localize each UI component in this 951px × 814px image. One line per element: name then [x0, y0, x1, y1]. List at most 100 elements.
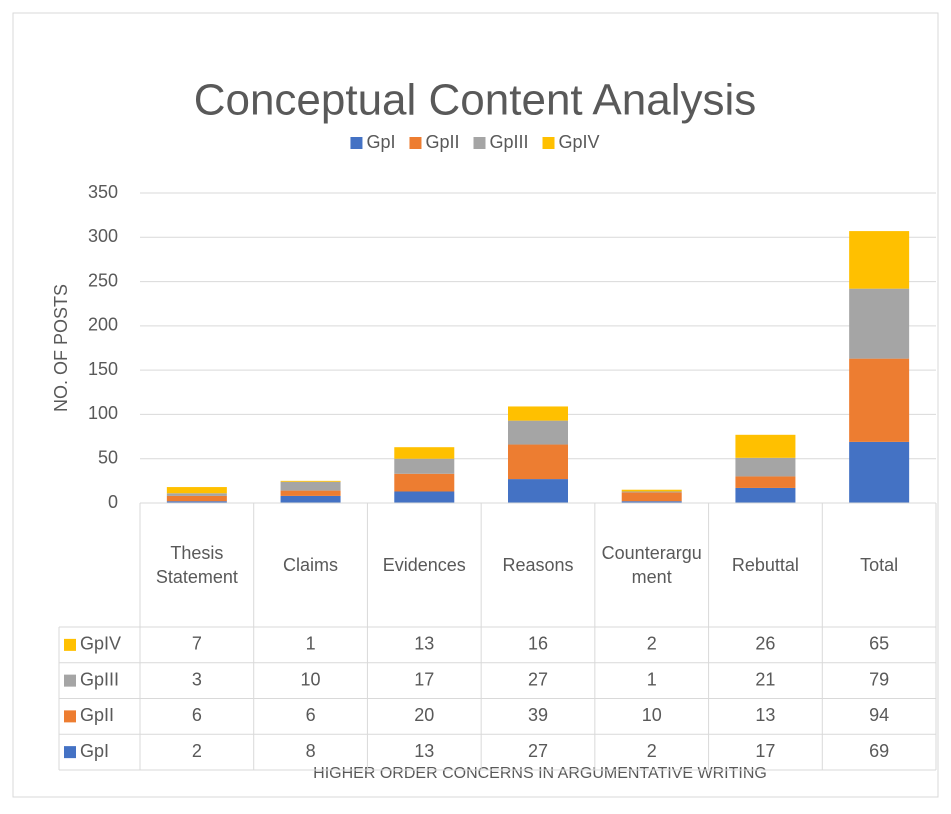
- legend-label: GpI: [366, 132, 395, 152]
- x-tick-label: Reasons: [502, 554, 574, 575]
- x-tick-label: Thesis Statement: [155, 542, 238, 587]
- table-value: 21: [755, 669, 775, 689]
- legend-swatch: [473, 137, 486, 149]
- table-value: 27: [528, 669, 548, 689]
- legend: GpI GpII GpIII GpIV: [350, 132, 600, 152]
- category-cell: Rebuttal: [731, 554, 799, 575]
- x-tick-label: Total: [860, 554, 899, 575]
- bar-segment: [508, 420, 568, 445]
- bar-segment: [280, 490, 341, 496]
- y-tick-label: 100: [88, 403, 118, 423]
- table-legend-swatch: [64, 638, 76, 651]
- y-axis-title: NO. OF POSTS: [51, 284, 71, 412]
- table-value: 13: [414, 634, 434, 654]
- table-value: 26: [755, 634, 775, 654]
- x-tick-label: Claims: [283, 554, 339, 575]
- x-axis-title: HIGHER ORDER CONCERNS IN ARGUMENTATIVE W…: [313, 765, 767, 782]
- category-cell: Thesis Statement: [155, 542, 238, 587]
- bar-segment: [508, 479, 568, 503]
- bar-segment: [849, 288, 910, 359]
- category-cell: Evidences: [382, 554, 466, 575]
- y-tick-label: 0: [108, 492, 118, 512]
- table-value: 6: [192, 705, 202, 725]
- table-series-label: GpI: [80, 741, 109, 761]
- table-value: 16: [528, 634, 548, 654]
- x-tick-label: Evidences: [382, 554, 466, 575]
- table-value: 13: [755, 705, 775, 725]
- table-value: 7: [192, 634, 202, 654]
- bar-segment: [849, 231, 910, 289]
- legend-label: GpIV: [559, 132, 600, 152]
- table-value: 3: [192, 669, 202, 689]
- table-value: 1: [647, 669, 657, 689]
- bar-segment: [394, 491, 455, 503]
- legend-swatch: [542, 137, 555, 149]
- table-value: 2: [647, 634, 657, 654]
- table-value: 27: [528, 741, 548, 761]
- table-value: 79: [869, 669, 889, 689]
- bar-segment: [394, 447, 455, 459]
- legend-swatch: [350, 137, 363, 149]
- table-value: 17: [755, 741, 775, 761]
- bar-segment: [166, 487, 227, 494]
- bar-segment: [849, 441, 910, 503]
- bar-segment: [280, 480, 341, 482]
- bar-segment: [735, 487, 796, 503]
- y-tick-label: 350: [88, 182, 118, 202]
- table-legend-swatch: [64, 710, 76, 723]
- table-value: 2: [647, 741, 657, 761]
- table-value: 94: [869, 705, 889, 725]
- table-value: 6: [306, 705, 316, 725]
- category-cell: Reasons: [502, 554, 574, 575]
- table-legend-swatch: [64, 674, 76, 687]
- table-legend-swatch: [64, 746, 76, 759]
- bar-segment: [508, 406, 568, 421]
- legend-swatch: [409, 137, 422, 149]
- table-series-label: GpII: [80, 705, 114, 725]
- x-tick-label: Counterargument: [601, 542, 702, 587]
- bar-segment: [849, 358, 910, 442]
- table-value: 65: [869, 634, 889, 654]
- bar-segment: [621, 491, 682, 493]
- chart-title: Conceptual Content Analysis: [194, 76, 757, 125]
- table-value: 8: [306, 741, 316, 761]
- bar-segment: [508, 444, 568, 480]
- y-tick-label: 50: [98, 447, 118, 467]
- chart-border: [12, 12, 939, 798]
- y-tick-label: 300: [88, 226, 118, 246]
- table-value: 13: [414, 741, 434, 761]
- table-value: 10: [642, 705, 662, 725]
- bar-segment: [621, 489, 682, 492]
- y-tick-label: 150: [88, 359, 118, 379]
- x-tick-label: Rebuttal: [731, 554, 799, 575]
- table-series-label: GpIV: [80, 634, 121, 654]
- legend-label: GpII: [425, 132, 459, 152]
- bar-segment: [394, 473, 455, 492]
- bar-segment: [394, 458, 455, 474]
- bar-segment: [621, 492, 682, 502]
- table-value: 69: [869, 741, 889, 761]
- category-cell: Counterargument: [601, 542, 702, 587]
- table-value: 39: [528, 705, 548, 725]
- bar-segment: [621, 501, 682, 503]
- table-value: 1: [306, 634, 316, 654]
- bar-segment: [735, 457, 796, 477]
- table-value: 2: [192, 741, 202, 761]
- y-tick-label: 200: [88, 315, 118, 335]
- bar-segment: [735, 434, 796, 458]
- bar-segment: [166, 495, 227, 502]
- table-series-label: GpIII: [80, 669, 119, 689]
- legend-label: GpIII: [489, 132, 528, 152]
- category-cell: Claims: [283, 554, 339, 575]
- table-value: 17: [414, 669, 434, 689]
- bar-segment: [166, 493, 227, 496]
- y-tick-label: 250: [88, 270, 118, 290]
- bar-segment: [280, 495, 341, 503]
- table-value: 10: [301, 669, 321, 689]
- category-cell: Total: [860, 554, 899, 575]
- bar-segment: [735, 476, 796, 488]
- bar-segment: [280, 481, 341, 491]
- bar-segment: [166, 501, 227, 503]
- table-value: 20: [414, 705, 434, 725]
